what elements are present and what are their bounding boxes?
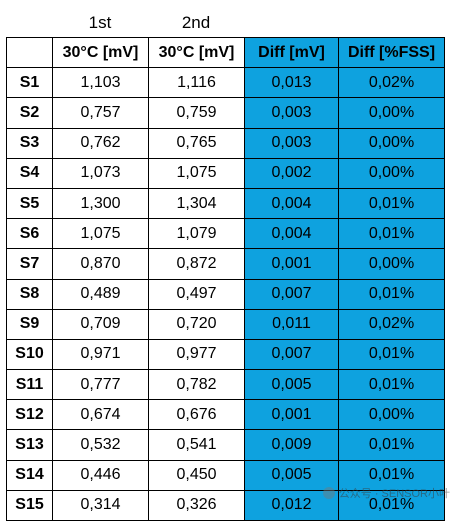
table-row: S11 0,777 0,782 0,005 0,01%: [6, 369, 445, 401]
cell-diff-mv: 0,004: [244, 187, 339, 220]
row-label: S14: [6, 459, 53, 491]
cell-second-reading: 1,075: [148, 157, 245, 189]
cell-second-reading: 0,782: [148, 369, 245, 401]
cell-first-reading: 0,777: [52, 369, 149, 401]
table-row: S1 1,103 1,116 0,013 0,02%: [6, 67, 445, 99]
row-label: S5: [6, 187, 53, 220]
cell-first-reading: 0,532: [52, 429, 149, 461]
cell-first-reading: 0,762: [52, 127, 149, 159]
cell-diff-mv: 0,013: [244, 67, 339, 99]
cell-diff-fss: 0,01%: [338, 278, 445, 310]
cell-second-reading: 0,765: [148, 127, 245, 159]
cell-first-reading: 1,300: [52, 187, 149, 220]
wechat-icon: [322, 487, 335, 499]
row-label: S13: [6, 429, 53, 461]
row-label: S10: [6, 338, 53, 371]
cell-first-reading: 1,073: [52, 157, 149, 189]
cell-second-reading: 0,450: [148, 459, 245, 491]
cell-diff-mv: 0,002: [244, 157, 339, 189]
measurement-table: 30°C [mV] 30°C [mV] Diff [mV] Diff [%FSS…: [6, 36, 445, 521]
table-row: S3 0,762 0,765 0,003 0,00%: [6, 127, 445, 159]
second-measurement-label: 2nd: [181, 13, 211, 32]
table-row: S7 0,870 0,872 0,001 0,00%: [6, 248, 445, 280]
cell-first-reading: 0,870: [52, 248, 149, 280]
cell-diff-mv: 0,007: [244, 278, 339, 310]
row-label: S4: [6, 157, 53, 189]
cell-second-reading: 0,541: [148, 429, 245, 461]
row-label: S9: [6, 308, 53, 340]
cell-second-reading: 0,720: [148, 308, 245, 340]
cell-diff-fss: 0,01%: [338, 459, 445, 491]
cell-first-reading: 0,757: [52, 97, 149, 129]
row-label: S11: [6, 369, 53, 401]
cell-second-reading: 1,079: [148, 218, 245, 250]
cell-first-reading: 0,971: [52, 338, 149, 371]
cell-second-reading: 0,759: [148, 97, 245, 129]
cell-first-reading: 0,314: [52, 489, 149, 521]
cell-first-reading: 0,489: [52, 278, 149, 310]
cell-first-reading: 0,709: [52, 308, 149, 340]
table-row: S14 0,446 0,450 0,005 0,01%: [6, 459, 445, 491]
cell-second-reading: 0,977: [148, 338, 245, 371]
cell-diff-mv: 0,001: [244, 399, 339, 431]
watermark-text: 公众号 · SENSOR小叶: [338, 488, 450, 500]
cell-diff-fss: 0,00%: [338, 248, 445, 280]
cell-diff-mv: 0,001: [244, 248, 339, 280]
table-row: S12 0,674 0,676 0,001 0,00%: [6, 399, 445, 431]
cell-diff-fss: 0,01%: [338, 338, 445, 371]
cell-diff-fss: 0,00%: [338, 97, 445, 129]
cell-second-reading: 1,304: [148, 187, 245, 220]
row-label: S2: [6, 97, 53, 129]
cell-diff-fss: 0,00%: [338, 157, 445, 189]
table-row: S9 0,709 0,720 0,011 0,02%: [6, 308, 445, 340]
header-corner-cell: [6, 36, 53, 69]
cell-second-reading: 0,497: [148, 278, 245, 310]
cell-first-reading: 1,075: [52, 218, 149, 250]
column-group-labels: 1st 2nd: [0, 10, 460, 36]
table-header-row: 30°C [mV] 30°C [mV] Diff [mV] Diff [%FSS…: [6, 36, 445, 69]
first-measurement-label: 1st: [88, 13, 112, 32]
table-row: S10 0,971 0,977 0,007 0,01%: [6, 338, 445, 371]
row-label: S15: [6, 489, 53, 521]
cell-diff-mv: 0,003: [244, 97, 339, 129]
cell-second-reading: 0,326: [148, 489, 245, 521]
cell-first-reading: 0,674: [52, 399, 149, 431]
cell-diff-fss: 0,01%: [338, 369, 445, 401]
cell-first-reading: 1,103: [52, 67, 149, 99]
row-label: S6: [6, 218, 53, 250]
cell-second-reading: 0,872: [148, 248, 245, 280]
cell-second-reading: 1,116: [148, 67, 245, 99]
table-row: S13 0,532 0,541 0,009 0,01%: [6, 429, 445, 461]
cell-diff-fss: 0,01%: [338, 218, 445, 250]
header-diff-fss: Diff [%FSS]: [338, 36, 445, 69]
cell-diff-fss: 0,00%: [338, 127, 445, 159]
cell-diff-fss: 0,02%: [338, 308, 445, 340]
header-diff-mv: Diff [mV]: [244, 36, 339, 69]
row-label: S7: [6, 248, 53, 280]
table-row: S2 0,757 0,759 0,003 0,00%: [6, 97, 445, 129]
cell-diff-mv: 0,005: [244, 369, 339, 401]
cell-diff-mv: 0,003: [244, 127, 339, 159]
cell-diff-fss: 0,01%: [338, 429, 445, 461]
row-label: S8: [6, 278, 53, 310]
cell-diff-mv: 0,004: [244, 218, 339, 250]
row-label: S12: [6, 399, 53, 431]
cell-diff-mv: 0,011: [244, 308, 339, 340]
table-row: S4 1,073 1,075 0,002 0,00%: [6, 157, 445, 189]
watermark: 公众号 · SENSOR小叶: [322, 485, 450, 501]
header-first-temp: 30°C [mV]: [52, 36, 149, 69]
cell-first-reading: 0,446: [52, 459, 149, 491]
table-row: S5 1,300 1,304 0,004 0,01%: [6, 187, 445, 220]
table-row: S8 0,489 0,497 0,007 0,01%: [6, 278, 445, 310]
header-second-temp: 30°C [mV]: [148, 36, 245, 69]
cell-diff-mv: 0,007: [244, 338, 339, 371]
cell-diff-fss: 0,02%: [338, 67, 445, 99]
cell-second-reading: 0,676: [148, 399, 245, 431]
row-label: S3: [6, 127, 53, 159]
table-row: S6 1,075 1,079 0,004 0,01%: [6, 218, 445, 250]
cell-diff-mv: 0,009: [244, 429, 339, 461]
cell-diff-fss: 0,01%: [338, 187, 445, 220]
row-label: S1: [6, 67, 53, 99]
cell-diff-fss: 0,00%: [338, 399, 445, 431]
